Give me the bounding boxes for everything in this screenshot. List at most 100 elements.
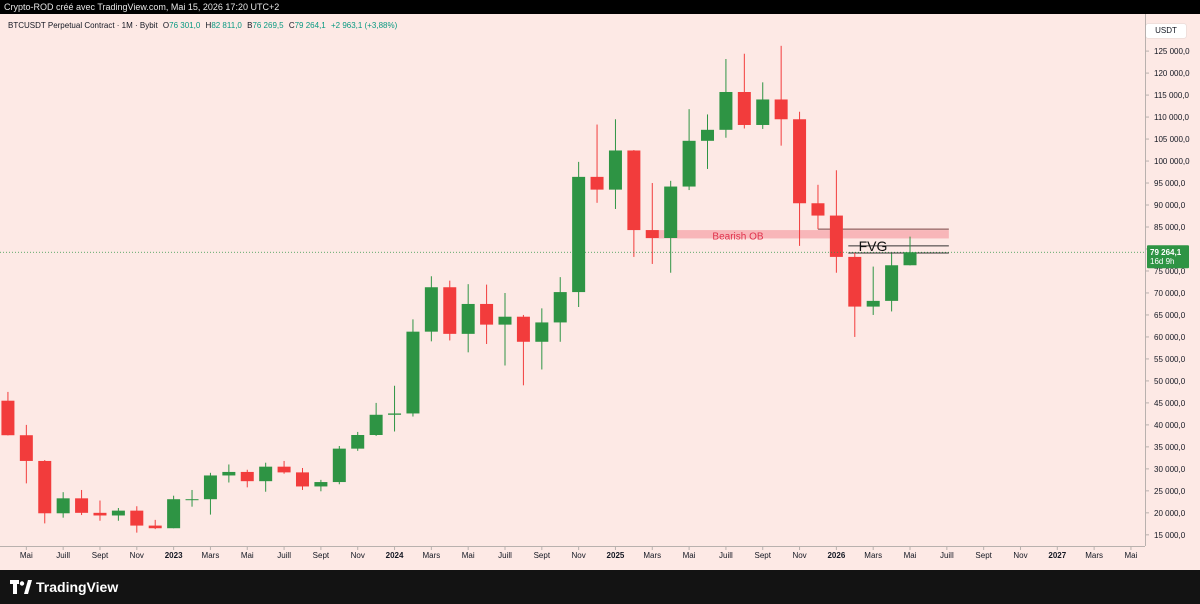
- candle[interactable]: [756, 82, 770, 129]
- candle[interactable]: [56, 492, 70, 518]
- price-tick-label: 30 000,0: [1154, 465, 1186, 474]
- candle[interactable]: [903, 236, 917, 266]
- change-value: +2 963,1 (+3,88%): [330, 21, 398, 30]
- candle-body: [38, 460, 52, 514]
- candle-body: [240, 471, 254, 482]
- candle[interactable]: [388, 385, 402, 432]
- candle[interactable]: [553, 277, 567, 342]
- time-tick-label: 2025: [607, 551, 625, 560]
- candle[interactable]: [682, 109, 696, 191]
- symbol-legend: BTCUSDT Perpetual Contract · 1M · Bybit …: [8, 21, 397, 30]
- candle[interactable]: [314, 479, 328, 492]
- candle[interactable]: [701, 114, 715, 169]
- candle[interactable]: [590, 124, 604, 203]
- bearish-ob-zone[interactable]: [645, 230, 949, 239]
- time-tick-label: 2023: [165, 551, 183, 560]
- candle[interactable]: [259, 462, 273, 492]
- price-tick-label: 95 000,0: [1154, 179, 1186, 188]
- candle[interactable]: [793, 111, 807, 246]
- candle[interactable]: [737, 53, 751, 129]
- candle[interactable]: [75, 489, 89, 516]
- candle[interactable]: [148, 519, 162, 530]
- time-tick-label: Mai: [241, 551, 254, 560]
- candle[interactable]: [332, 445, 346, 485]
- price-tick-label: 15 000,0: [1154, 531, 1186, 540]
- time-tick-label: Sept: [755, 551, 772, 560]
- candle[interactable]: [516, 314, 530, 386]
- candle[interactable]: [627, 150, 641, 257]
- candle[interactable]: [572, 161, 586, 308]
- candle[interactable]: [369, 402, 383, 436]
- candle[interactable]: [866, 266, 880, 315]
- candle-body: [701, 129, 715, 141]
- price-tick-label: 110 000,0: [1154, 113, 1190, 122]
- candle[interactable]: [608, 119, 622, 209]
- chart-area[interactable]: Bearish OB FVG 15 000,0 20 000,0 25 000,0 30…: [0, 14, 1200, 570]
- candle[interactable]: [222, 464, 236, 483]
- candle[interactable]: [19, 424, 33, 484]
- candle[interactable]: [167, 495, 181, 529]
- time-tick-label: Nov: [572, 551, 586, 560]
- candle-body: [461, 303, 475, 334]
- candle[interactable]: [774, 45, 788, 146]
- time-tick-label: 2026: [827, 551, 845, 560]
- candle-body: [645, 230, 659, 238]
- currency-selector[interactable]: USDT: [1146, 24, 1186, 38]
- time-tick-label: Mai: [1124, 551, 1137, 560]
- candle[interactable]: [535, 308, 549, 370]
- candle[interactable]: [93, 500, 107, 521]
- time-axis-panel[interactable]: [0, 546, 1200, 570]
- candle[interactable]: [848, 252, 862, 337]
- candle[interactable]: [885, 253, 899, 312]
- candle[interactable]: [645, 183, 659, 264]
- candle-body: [295, 472, 309, 487]
- bearish-ob-label: Bearish OB: [712, 231, 763, 242]
- price-tick-label: 60 000,0: [1154, 333, 1186, 342]
- candle[interactable]: [461, 284, 475, 353]
- candle-body: [498, 316, 512, 325]
- time-tick-label: Mai: [904, 551, 917, 560]
- candle-body: [480, 303, 494, 325]
- price-tick-label: 85 000,0: [1154, 223, 1186, 232]
- candle[interactable]: [480, 284, 494, 344]
- candle[interactable]: [351, 431, 365, 451]
- candle[interactable]: [203, 472, 217, 515]
- candle[interactable]: [38, 460, 52, 524]
- candle-body: [866, 300, 880, 307]
- candle[interactable]: [664, 180, 678, 273]
- candle[interactable]: [498, 292, 512, 366]
- time-tick-label: Mars: [1085, 551, 1103, 560]
- candle[interactable]: [719, 59, 733, 138]
- candle[interactable]: [130, 506, 144, 533]
- candle-body: [553, 292, 567, 323]
- candle-body: [56, 498, 70, 514]
- time-tick-label: Mai: [20, 551, 33, 560]
- candle[interactable]: [424, 276, 438, 342]
- candle[interactable]: [240, 469, 254, 488]
- candle[interactable]: [277, 460, 291, 474]
- candle[interactable]: [111, 508, 125, 521]
- high-value: 82 811,0: [211, 21, 242, 30]
- last-price-value: 79 264,1: [1150, 248, 1182, 257]
- candle[interactable]: [829, 170, 843, 273]
- price-chart[interactable]: Bearish OB FVG 15 000,0 20 000,0 25 000,0 30…: [0, 14, 1200, 570]
- candle-body: [627, 150, 641, 231]
- time-tick-label: Juill: [498, 551, 512, 560]
- price-tick-label: 50 000,0: [1154, 377, 1186, 386]
- candle-body: [682, 140, 696, 187]
- candle[interactable]: [185, 489, 199, 507]
- candle-body: [885, 265, 899, 301]
- candle[interactable]: [443, 280, 457, 341]
- candle[interactable]: [811, 184, 825, 230]
- price-axis-panel[interactable]: [1145, 14, 1200, 570]
- candle[interactable]: [406, 319, 420, 417]
- attribution-text: Crypto-ROD créé avec TradingView.com, Ma…: [4, 2, 280, 12]
- symbol-name[interactable]: BTCUSDT Perpetual Contract · 1M · Bybit: [8, 21, 158, 30]
- candle-body: [737, 91, 751, 125]
- time-tick-label: 2024: [386, 551, 404, 560]
- open-label: O: [162, 21, 170, 30]
- tradingview-logo[interactable]: TradingView: [10, 577, 118, 597]
- candle[interactable]: [295, 467, 309, 490]
- candle[interactable]: [1, 391, 15, 436]
